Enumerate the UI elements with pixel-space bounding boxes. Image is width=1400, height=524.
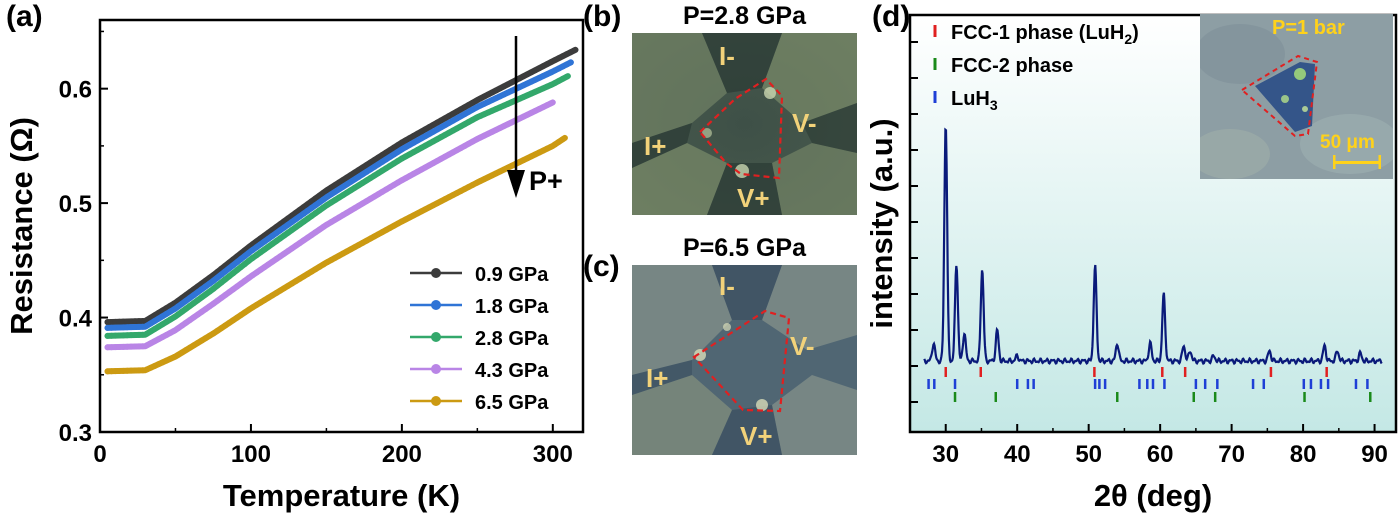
plot-frame — [98, 18, 585, 434]
scale-bar-label: 50 μm — [1320, 132, 1375, 153]
legend-label: 6.5 GPa — [475, 392, 549, 414]
y-axis-label: intensity (a.u.) — [864, 118, 899, 328]
panel-a-label: (a) — [6, 0, 43, 33]
data-point — [563, 73, 570, 80]
x-tick-label: 40 — [1004, 441, 1031, 468]
x-tick-label: 70 — [1218, 441, 1245, 468]
legend-label: 0.9 GPa — [475, 264, 549, 286]
data-point — [567, 59, 574, 66]
xrd-chart: 30 40 50 60 70 80 90 2θ (deg) intensity (a.u.) FC… — [864, 13, 1398, 513]
x-tick-label: 50 — [1075, 441, 1102, 468]
inset-title: P=1 bar — [1272, 17, 1345, 39]
x-tick-label: 0 — [93, 441, 106, 468]
legend-subscript: 2 — [1124, 31, 1132, 47]
x-axis-label: 2θ (deg) — [1094, 478, 1212, 513]
y-tick-label: 0.6 — [59, 77, 92, 104]
x-tick-label: 60 — [1147, 441, 1174, 468]
y-tick-label: 0.4 — [59, 306, 93, 333]
xrd-pattern-line — [923, 127, 1383, 366]
panel-b-label: (b) — [583, 0, 622, 33]
y-tick-label: 0.5 — [59, 191, 92, 218]
y-tick-label: 0.3 — [59, 420, 92, 447]
photo-c-i-plus: I+ — [646, 363, 669, 393]
legend-marker — [431, 396, 441, 406]
photo-b-image — [632, 33, 857, 215]
x-tick-label: 200 — [382, 441, 422, 468]
photo-b: I- I+ V- V+ — [632, 33, 857, 215]
legend-subscript: 3 — [990, 97, 998, 113]
sample-outline — [692, 309, 791, 413]
x-axis-label: Temperature (K) — [223, 478, 460, 513]
legend-label: 2.8 GPa — [475, 328, 549, 350]
x-tick-label: 300 — [533, 441, 573, 468]
photo-c-v-minus: V- — [790, 331, 815, 361]
legend-label: 1.8 GPa — [475, 296, 549, 318]
x-tick-label: 80 — [1290, 441, 1317, 468]
y-axis-label: Resistance (Ω) — [4, 117, 39, 335]
sample-outline — [698, 77, 784, 180]
legend-label: FCC-1 phase (LuH2) — [951, 22, 1139, 47]
photo-c-title: P=6.5 GPa — [683, 234, 806, 262]
photo-c: I- I+ V- V+ — [632, 265, 857, 455]
photo-b-v-minus: V- — [792, 108, 817, 138]
inset-photo: P=1 bar 50 μm — [1200, 14, 1393, 179]
data-point — [571, 47, 578, 54]
photo-b-i-plus: I+ — [644, 131, 667, 161]
plot-frame — [908, 13, 1398, 434]
pressure-arrowhead — [507, 170, 525, 198]
panel-d-label: (d) — [872, 0, 911, 33]
legend-marker — [431, 332, 441, 342]
x-tick-label: 100 — [231, 441, 271, 468]
x-tick-label: 90 — [1361, 441, 1388, 468]
data-point — [559, 136, 566, 143]
photo-c-image — [632, 265, 857, 455]
photo-b-i-minus: I- — [719, 41, 735, 71]
pressure-annotation: P+ — [529, 166, 563, 196]
data-point — [548, 100, 555, 107]
inset-image — [1200, 14, 1393, 179]
photo-b-v-plus: V+ — [737, 183, 770, 213]
photo-b-title: P=2.8 GPa — [683, 2, 806, 30]
legend-marker — [431, 364, 441, 374]
panel-c-label: (c) — [583, 250, 620, 283]
legend-paren: ) — [1132, 22, 1139, 44]
scale-bar — [1333, 161, 1381, 164]
legend-label: 4.3 GPa — [475, 360, 549, 382]
photo-c-i-minus: I- — [719, 271, 735, 301]
legend-marker — [431, 300, 441, 310]
legend-label: FCC-2 phase — [951, 55, 1073, 77]
sample-outline — [1240, 54, 1319, 138]
photo-c-v-plus: V+ — [740, 421, 773, 451]
legend-marker — [431, 268, 441, 278]
resistance-chart: 0 100 200 300 0.3 0.4 0.5 0.6 Temperature (K) Res… — [4, 18, 585, 513]
x-tick-label: 30 — [932, 441, 959, 468]
